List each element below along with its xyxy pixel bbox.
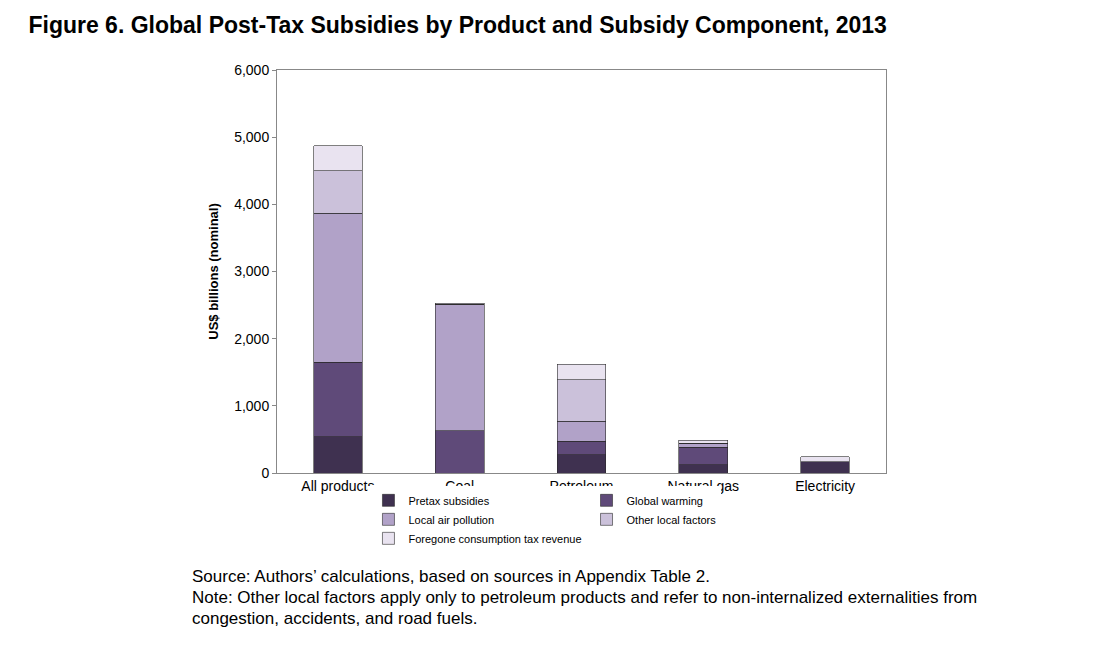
svg-text:Natural gas: Natural gas [667,477,740,494]
svg-text:5,000: 5,000 [234,129,269,145]
svg-text:1,000: 1,000 [234,398,269,414]
svg-text:2,000: 2,000 [234,331,269,347]
svg-text:0: 0 [261,465,269,481]
svg-text:Electricity: Electricity [795,478,855,494]
svg-text:Foregone consumption tax reven: Foregone consumption tax revenue [408,533,581,545]
svg-text:Coal: Coal [445,477,475,494]
svg-text:Global warming: Global warming [627,495,703,507]
svg-text:US$ billions (nominal): US$ billions (nominal) [206,203,221,340]
svg-text:3,000: 3,000 [234,263,269,279]
svg-text:Figure 6. Global Post-Tax Subs: Figure 6. Global Post-Tax Subsidies by P… [28,12,886,38]
svg-text:Other local factors: Other local factors [627,514,717,526]
svg-text:6,000: 6,000 [234,62,269,78]
svg-text:All products: All products [301,478,374,494]
svg-text:4,000: 4,000 [234,196,269,212]
svg-text:Pretax subsidies: Pretax subsidies [408,495,489,507]
html-text:Note: Other local factors appl: Note: Other local factors apply only to … [192,588,978,628]
html-text:Source: Authors’ calculations,: Source: Authors’ calculations, based on … [192,567,710,586]
svg-text:Petroleum: Petroleum [549,477,614,494]
svg-text:Local air pollution: Local air pollution [408,514,494,526]
